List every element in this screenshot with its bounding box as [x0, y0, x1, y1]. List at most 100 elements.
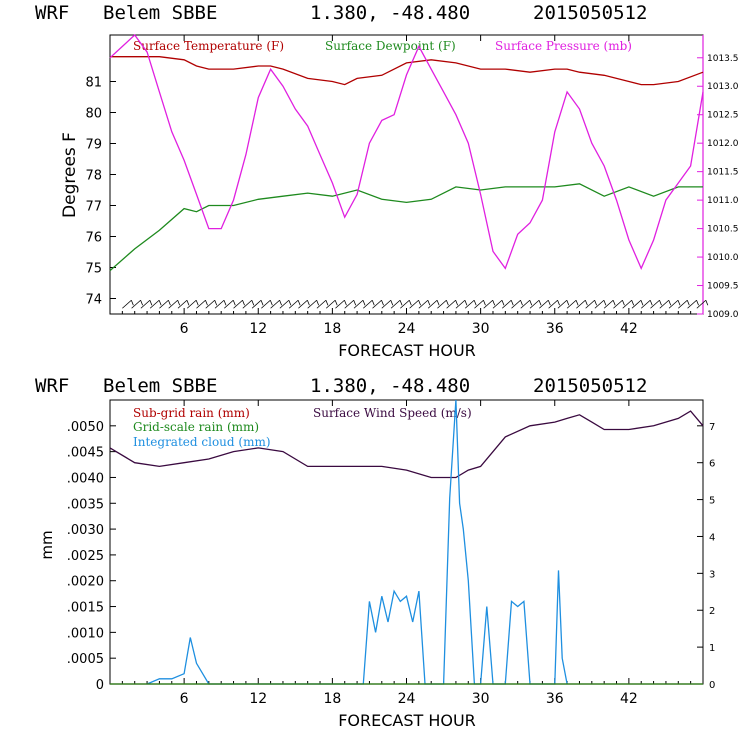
wind-barb [631, 299, 642, 309]
wind-barb-flag [158, 300, 162, 306]
wind-barb-flag [399, 300, 403, 306]
wind-barb-flag [390, 300, 394, 306]
top-left-tick-label: 76 [85, 231, 102, 246]
bottom-left-tick-label: .0030 [67, 523, 104, 538]
wind-barb [557, 299, 568, 309]
wind-barb-flag [455, 300, 459, 306]
wind-barb-flag [168, 300, 171, 306]
wind-barb-flag [640, 300, 644, 306]
bottom-right-tick-label: 6 [709, 459, 715, 470]
bottom-x-tick-label: 42 [620, 691, 638, 707]
wind-barb-flag [677, 300, 681, 306]
wind-barb [539, 299, 549, 309]
bottom-y-axis-label: mm [38, 530, 56, 559]
wind-barb-flag [251, 300, 255, 306]
wind-barb [529, 299, 540, 309]
wind-barb [576, 299, 586, 309]
top-x-tick-label: 12 [249, 321, 267, 337]
top-right-tick-label: 1009.0 [707, 310, 739, 320]
wind-barb [131, 299, 141, 309]
wind-barb-flag [501, 300, 505, 306]
wind-barb [122, 299, 132, 309]
wind-barb-flag [473, 300, 477, 306]
bottom-left-tick-label: .0015 [67, 601, 104, 616]
wind-barb [233, 299, 243, 309]
wind-barb [418, 299, 429, 309]
wind-barb [168, 299, 178, 309]
wind-barb-flag [705, 300, 709, 306]
wind-barb [353, 299, 364, 309]
wind-barb [390, 299, 401, 309]
wind-barb [335, 299, 345, 309]
wind-barb-flag [649, 300, 653, 306]
wind-barb [159, 299, 169, 309]
wind-barb-flag [547, 300, 551, 306]
wind-barb-flag [520, 300, 523, 306]
wind-barb-flag [223, 300, 227, 306]
wind-barb-flag [307, 300, 310, 306]
top-right-tick-label: 1011.5 [707, 168, 739, 178]
wind-barb-flag [279, 300, 282, 306]
bottom-x-tick-label: 6 [180, 691, 189, 707]
bottom-right-tick-label: 5 [709, 496, 715, 507]
wind-barb [511, 299, 521, 309]
wind-barb-flag [603, 300, 607, 306]
wind-barb-flag [316, 300, 320, 306]
wind-barb-flag [622, 300, 625, 306]
wind-barb [279, 299, 290, 309]
legend-subgrid-rain: Sub-grid rain (mm) [133, 406, 250, 420]
wind-barb [362, 299, 373, 309]
wind-barb [288, 299, 299, 309]
wind-barb [344, 299, 354, 309]
wind-barb-flag [242, 300, 245, 306]
wind-barb [307, 299, 317, 309]
top-left-tick-label: 81 [85, 76, 102, 91]
wind-barb-flag [631, 300, 635, 306]
wind-barb-flag [612, 300, 616, 306]
bottom-left-tick-label: 0 [96, 678, 104, 693]
bottom-left-tick-label: .0010 [67, 626, 104, 641]
top-x-axis-label: FORECAST HOUR [338, 341, 476, 360]
top-x-tick-label: 18 [323, 321, 341, 337]
wind-barb [687, 299, 697, 309]
dewpoint-line [109, 183, 703, 272]
wind-barb [196, 299, 206, 309]
top-right-tick-label: 1012.0 [707, 139, 739, 149]
bottom-header-station: Belem SBBE [103, 375, 217, 397]
bottom-x-tick-label: 36 [546, 691, 564, 707]
wind-barb [446, 299, 456, 309]
wind-barb-flag [696, 300, 699, 306]
bottom-left-tick-label: .0045 [67, 446, 104, 461]
bottom-right-tick-label: 1 [709, 643, 715, 654]
top-y-axis-label: Degrees F [60, 132, 80, 218]
wind-barb-flag [686, 300, 690, 306]
bottom-left-tick-label: .0035 [67, 497, 104, 512]
top-header-model: WRF [35, 2, 69, 24]
wind-barb [668, 299, 679, 309]
wind-barb-flag [446, 300, 449, 306]
wind-barb [381, 299, 392, 309]
wind-barb-flag [492, 300, 496, 306]
bottom-header-model: WRF [35, 375, 69, 397]
top-left-tick-label: 79 [85, 138, 102, 153]
wind-barb-flag [140, 300, 143, 306]
bottom-x-tick-label: 12 [249, 691, 267, 707]
wind-barb [261, 299, 271, 309]
top-header-coords: 1.380, -48.480 [310, 2, 470, 24]
bottom-left-tick-label: .0025 [67, 549, 104, 564]
wind-barb [501, 299, 512, 309]
wind-barb [464, 299, 475, 309]
wind-barb-flag [659, 300, 662, 306]
wind-barb-flag [288, 300, 292, 306]
wind-barb-flag [436, 300, 440, 306]
wind-barb-flag [584, 300, 588, 306]
wind-barb [520, 299, 531, 309]
bottom-right-tick-label: 4 [709, 532, 715, 543]
wind-barb [372, 299, 382, 309]
bottom-right-tick-label: 3 [709, 569, 715, 580]
wind-barb-flag [594, 300, 598, 306]
pressure-line [109, 34, 704, 271]
top-right-tick-label: 1013.5 [707, 54, 739, 64]
wind-barb [566, 299, 577, 309]
temperature-line [110, 56, 704, 86]
